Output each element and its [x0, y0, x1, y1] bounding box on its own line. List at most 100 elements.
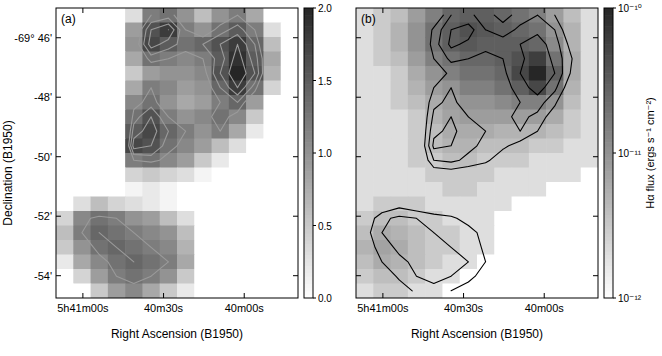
colorbar-swatch — [604, 146, 613, 150]
colorbar-tick-label: 1.5 — [318, 76, 332, 87]
colorbar-swatch — [604, 149, 613, 153]
colorbar-swatch — [604, 280, 613, 284]
colorbar-swatch — [304, 59, 313, 63]
y-tick-label: -69° 46' — [14, 32, 52, 44]
cell — [125, 269, 143, 284]
cell — [581, 182, 598, 197]
cell — [229, 284, 247, 299]
colorbar-tick — [313, 298, 316, 299]
colorbar-swatch — [304, 30, 313, 34]
cell — [563, 182, 581, 197]
colorbar-swatch — [304, 117, 313, 121]
cell — [160, 211, 178, 226]
cell — [512, 284, 530, 299]
colorbar-swatch — [604, 211, 613, 215]
colorbar-swatch — [304, 164, 313, 168]
cell — [177, 226, 195, 241]
cell — [194, 139, 212, 154]
colorbar-swatch — [304, 99, 313, 103]
cell — [581, 269, 598, 284]
colorbar-swatch — [604, 102, 613, 106]
colorbar-swatch — [604, 215, 613, 219]
cell — [91, 211, 109, 226]
cell — [563, 226, 581, 241]
colorbar-tick — [613, 298, 616, 299]
cell — [563, 240, 581, 255]
cell — [108, 153, 126, 168]
cell — [356, 197, 374, 212]
cell — [408, 37, 426, 52]
cell — [512, 255, 530, 270]
colorbar-swatch — [304, 258, 313, 262]
cell — [281, 110, 298, 125]
cell — [494, 66, 512, 81]
colorbar-swatch — [304, 106, 313, 110]
cell — [512, 226, 530, 241]
colorbar-swatch — [304, 81, 313, 85]
cell — [477, 153, 495, 168]
cell — [125, 8, 143, 23]
cell — [477, 168, 495, 183]
colorbar-swatch — [604, 164, 613, 168]
cell — [373, 168, 391, 183]
x-tick — [544, 293, 545, 298]
cell — [246, 110, 264, 125]
cell — [529, 240, 547, 255]
cell — [194, 124, 212, 139]
colorbar-swatch — [304, 48, 313, 52]
colorbar-swatch — [304, 291, 313, 295]
colorbar-swatch — [604, 37, 613, 41]
cell — [246, 168, 264, 183]
colorbar-swatch — [604, 204, 613, 208]
cell — [512, 269, 530, 284]
colorbar-swatch — [304, 226, 313, 230]
colorbar-swatch — [604, 175, 613, 179]
cell — [56, 37, 74, 52]
cell — [581, 197, 598, 212]
x-tick-label: 40m00s — [225, 302, 265, 314]
colorbar-swatch — [304, 52, 313, 56]
cell — [581, 255, 598, 270]
panel: 5h41m00s40m30s40m00s-69° 46'-48'-50'-52'… — [1, 3, 332, 341]
cell — [408, 139, 426, 154]
cell — [563, 124, 581, 139]
y-tick — [293, 37, 298, 38]
cell — [425, 139, 443, 154]
cell — [108, 95, 126, 110]
cell — [246, 197, 264, 212]
cell — [356, 284, 374, 299]
cell — [108, 168, 126, 183]
cell — [212, 139, 230, 154]
colorbar-swatch — [304, 23, 313, 27]
cell — [356, 182, 374, 197]
colorbar-swatch — [304, 233, 313, 237]
cell — [391, 95, 409, 110]
colorbar-swatch — [604, 99, 613, 103]
cell — [177, 110, 195, 125]
colorbar-swatch — [604, 236, 613, 240]
cell — [373, 66, 391, 81]
cell — [281, 153, 298, 168]
cell — [581, 240, 598, 255]
cell — [529, 168, 547, 183]
colorbar-swatch — [304, 218, 313, 222]
cell — [391, 255, 409, 270]
cell — [529, 139, 547, 154]
cell — [529, 66, 547, 81]
cell — [546, 168, 564, 183]
cell — [494, 182, 512, 197]
cell — [442, 197, 460, 212]
cell — [529, 269, 547, 284]
colorbar-swatch — [304, 284, 313, 288]
colorbar-swatch — [304, 273, 313, 277]
cell — [246, 182, 264, 197]
cell — [373, 139, 391, 154]
cell — [263, 52, 281, 67]
y-tick-label: -52' — [34, 210, 52, 222]
colorbar-swatch — [304, 189, 313, 193]
cell — [356, 124, 374, 139]
cell — [281, 240, 298, 255]
cell — [108, 182, 126, 197]
cell — [425, 197, 443, 212]
cell — [281, 66, 298, 81]
